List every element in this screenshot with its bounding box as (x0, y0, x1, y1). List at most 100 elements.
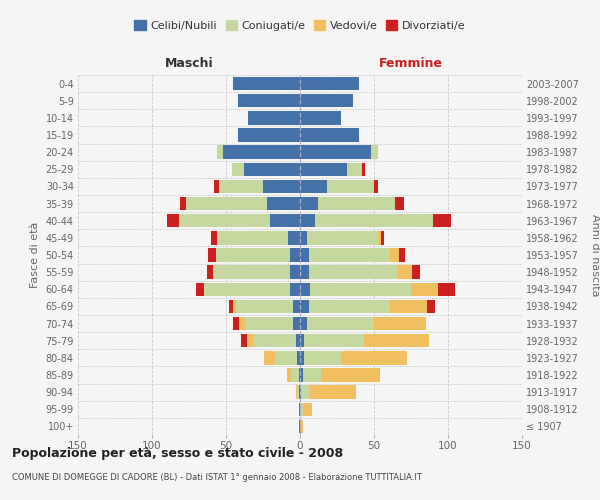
Bar (307, 231, 379, 244)
Bar (300, 351, 304, 364)
Bar (180, 197, 186, 210)
Bar (229, 300, 233, 313)
Bar (300, 402, 303, 416)
Bar (309, 248, 390, 262)
Bar (427, 300, 434, 313)
Bar (303, 402, 312, 416)
Bar (309, 300, 390, 313)
Bar (233, 77, 300, 90)
Bar (379, 231, 382, 244)
Bar (309, 386, 356, 399)
Bar (300, 111, 341, 124)
Bar (236, 300, 293, 313)
Bar (271, 214, 300, 228)
Bar (215, 248, 290, 262)
Bar (217, 231, 288, 244)
Legend: Celibi/Nubili, Coniugati/e, Vedovi/e, Divorziati/e: Celibi/Nubili, Coniugati/e, Vedovi/e, Di… (130, 16, 470, 36)
Bar (411, 282, 437, 296)
Bar (307, 317, 374, 330)
Bar (398, 266, 412, 279)
Bar (263, 180, 300, 193)
Bar (382, 231, 385, 244)
Bar (390, 300, 427, 313)
Bar (374, 180, 379, 193)
Bar (300, 162, 347, 176)
Bar (238, 94, 300, 108)
Y-axis label: Anni di nascita: Anni di nascita (590, 214, 600, 296)
Bar (318, 197, 395, 210)
Bar (300, 180, 326, 193)
Bar (300, 368, 303, 382)
Bar (211, 231, 217, 244)
Bar (362, 162, 365, 176)
Bar (239, 317, 245, 330)
Bar (217, 146, 223, 159)
Bar (310, 282, 411, 296)
Bar (300, 334, 304, 347)
Bar (309, 266, 398, 279)
Bar (326, 180, 374, 193)
Y-axis label: Fasce di età: Fasce di età (30, 222, 40, 288)
Bar (300, 128, 359, 141)
Bar (300, 266, 309, 279)
Bar (364, 334, 429, 347)
Text: Femmine: Femmine (379, 57, 443, 70)
Bar (167, 214, 179, 228)
Bar (212, 266, 290, 279)
Bar (300, 146, 371, 159)
Bar (254, 334, 296, 347)
Bar (288, 231, 300, 244)
Bar (248, 111, 300, 124)
Bar (304, 351, 341, 364)
Bar (287, 368, 291, 382)
Bar (245, 317, 293, 330)
Bar (371, 146, 379, 159)
Bar (315, 214, 433, 228)
Bar (304, 334, 364, 347)
Bar (291, 368, 299, 382)
Bar (299, 368, 300, 382)
Bar (275, 351, 297, 364)
Bar (179, 214, 271, 228)
Bar (265, 351, 275, 364)
Bar (300, 300, 309, 313)
Bar (268, 197, 300, 210)
Bar (300, 282, 310, 296)
Bar (301, 386, 309, 399)
Bar (300, 214, 315, 228)
Bar (300, 317, 307, 330)
Bar (300, 94, 353, 108)
Bar (223, 146, 300, 159)
Bar (186, 197, 268, 210)
Bar (347, 162, 362, 176)
Bar (196, 282, 204, 296)
Bar (244, 162, 300, 176)
Bar (300, 197, 318, 210)
Bar (218, 180, 263, 193)
Bar (437, 282, 455, 296)
Bar (293, 300, 300, 313)
Bar (238, 128, 300, 141)
Bar (341, 351, 407, 364)
Bar (241, 334, 247, 347)
Bar (232, 162, 244, 176)
Bar (293, 317, 300, 330)
Bar (214, 180, 218, 193)
Bar (290, 266, 300, 279)
Bar (299, 402, 300, 416)
Bar (374, 317, 426, 330)
Bar (207, 266, 212, 279)
Bar (233, 300, 236, 313)
Bar (290, 282, 300, 296)
Bar (299, 386, 300, 399)
Bar (399, 248, 405, 262)
Bar (303, 368, 321, 382)
Bar (247, 334, 254, 347)
Bar (297, 351, 300, 364)
Bar (300, 386, 301, 399)
Bar (300, 420, 303, 433)
Bar (296, 334, 300, 347)
Bar (296, 386, 297, 399)
Text: COMUNE DI DOMEGGE DI CADORE (BL) - Dati ISTAT 1° gennaio 2008 - Elaborazione TUT: COMUNE DI DOMEGGE DI CADORE (BL) - Dati … (12, 473, 422, 482)
Bar (300, 231, 307, 244)
